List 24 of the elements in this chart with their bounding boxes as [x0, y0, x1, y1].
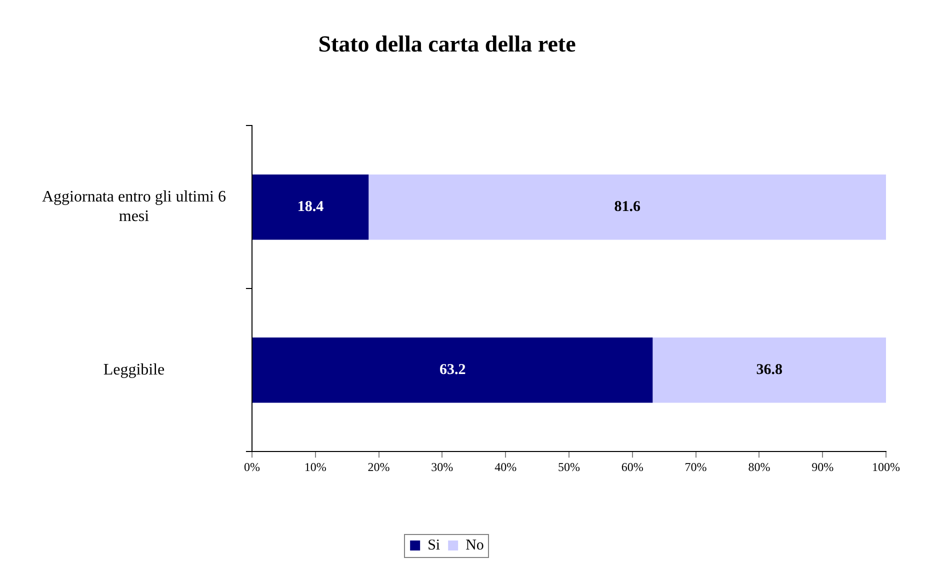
bar	[252, 338, 653, 403]
chart-title: Stato della carta della rete	[318, 32, 576, 57]
bar	[652, 338, 886, 403]
y-tick-label: Leggibile	[103, 361, 165, 378]
x-tick-label: 20%	[368, 460, 390, 474]
bar	[252, 174, 369, 240]
x-tick-label: 40%	[494, 460, 517, 474]
x-tick-label: 0%	[244, 460, 260, 474]
legend-label: Si	[428, 537, 440, 554]
data-label: 63.2	[439, 362, 466, 378]
data-label: 18.4	[297, 198, 324, 215]
x-tick-label: 60%	[621, 460, 644, 474]
x-tick-label: 90%	[812, 460, 834, 474]
x-tick-label: 30%	[431, 460, 454, 474]
bar	[368, 174, 886, 240]
x-tick-label: 10%	[304, 460, 326, 474]
x-tick-label: 50%	[558, 460, 580, 474]
legend-label: No	[466, 537, 484, 554]
x-tick-label: 70%	[684, 460, 707, 474]
data-label: 36.8	[756, 362, 782, 378]
x-tick-label: 80%	[748, 460, 770, 474]
x-tick-label: 100%	[872, 460, 900, 474]
y-tick-label: Aggiornata entro gli ultimi 6 mesi	[42, 188, 226, 225]
data-label: 81.6	[614, 198, 641, 215]
